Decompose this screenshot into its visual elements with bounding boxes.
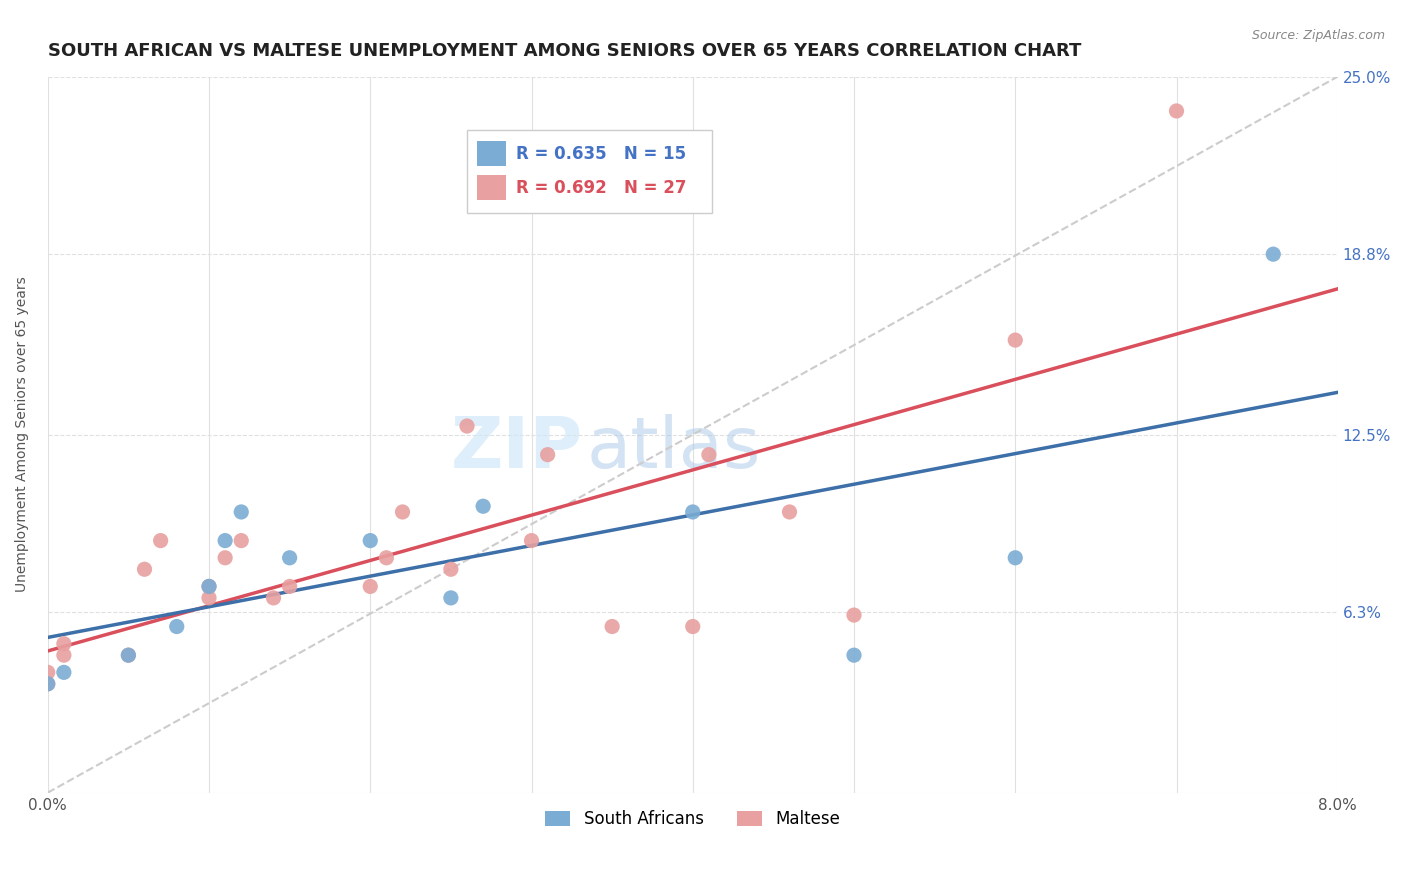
Text: R = 0.692   N = 27: R = 0.692 N = 27 bbox=[516, 178, 686, 196]
Text: atlas: atlas bbox=[586, 415, 762, 483]
Text: R = 0.635   N = 15: R = 0.635 N = 15 bbox=[516, 145, 686, 163]
FancyBboxPatch shape bbox=[477, 175, 506, 200]
Point bbox=[37, 665, 59, 680]
Point bbox=[37, 677, 59, 691]
Point bbox=[263, 591, 285, 605]
Point bbox=[456, 419, 478, 434]
Legend: South Africans, Maltese: South Africans, Maltese bbox=[538, 803, 846, 834]
Point bbox=[134, 562, 156, 576]
Y-axis label: Unemployment Among Seniors over 65 years: Unemployment Among Seniors over 65 years bbox=[15, 277, 30, 592]
Point bbox=[536, 448, 558, 462]
Point bbox=[52, 637, 75, 651]
Point bbox=[600, 619, 623, 633]
Point bbox=[472, 500, 495, 514]
Point bbox=[278, 550, 301, 565]
Point bbox=[697, 448, 720, 462]
Point bbox=[359, 533, 381, 548]
Point bbox=[166, 619, 188, 633]
Point bbox=[842, 648, 865, 662]
Point bbox=[1004, 333, 1026, 347]
Point bbox=[117, 648, 139, 662]
Point bbox=[375, 550, 398, 565]
Point bbox=[359, 579, 381, 593]
Point bbox=[440, 562, 463, 576]
Point bbox=[231, 533, 253, 548]
Point bbox=[198, 579, 221, 593]
Point bbox=[198, 591, 221, 605]
Point bbox=[1263, 247, 1285, 261]
Point bbox=[149, 533, 172, 548]
Point bbox=[682, 505, 704, 519]
Point bbox=[842, 608, 865, 623]
Text: SOUTH AFRICAN VS MALTESE UNEMPLOYMENT AMONG SENIORS OVER 65 YEARS CORRELATION CH: SOUTH AFRICAN VS MALTESE UNEMPLOYMENT AM… bbox=[48, 42, 1081, 60]
Point bbox=[214, 550, 236, 565]
Point bbox=[682, 619, 704, 633]
FancyBboxPatch shape bbox=[477, 141, 506, 166]
Point bbox=[440, 591, 463, 605]
Point bbox=[1004, 550, 1026, 565]
Text: ZIP: ZIP bbox=[451, 415, 583, 483]
Point bbox=[52, 665, 75, 680]
Point bbox=[779, 505, 801, 519]
Point bbox=[231, 505, 253, 519]
Point bbox=[198, 579, 221, 593]
FancyBboxPatch shape bbox=[467, 130, 711, 212]
Point bbox=[278, 579, 301, 593]
Point bbox=[52, 648, 75, 662]
Point bbox=[391, 505, 413, 519]
Point bbox=[37, 677, 59, 691]
Text: Source: ZipAtlas.com: Source: ZipAtlas.com bbox=[1251, 29, 1385, 42]
Point bbox=[1166, 103, 1188, 118]
Point bbox=[520, 533, 543, 548]
Point bbox=[214, 533, 236, 548]
Point bbox=[117, 648, 139, 662]
